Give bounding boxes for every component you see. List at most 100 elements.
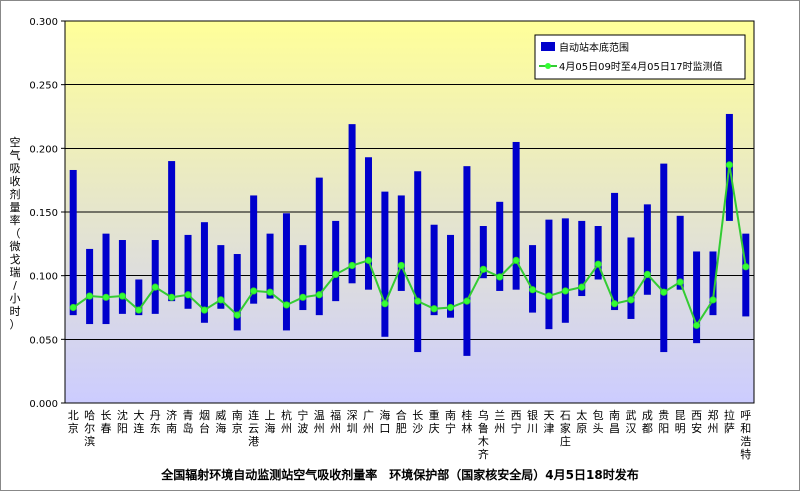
x-category-label: 上海 <box>265 409 276 435</box>
data-point <box>627 296 635 304</box>
x-category-label: 成都 <box>642 409 653 435</box>
y-axis-title: 空气吸收剂量率（微戈瑞/小时） <box>10 135 21 331</box>
x-category-label: 温州 <box>314 409 325 435</box>
range-bar <box>102 233 110 325</box>
gridlines <box>65 84 754 340</box>
x-category-label: 宁波 <box>297 408 308 435</box>
x-category-label: 乌鲁木齐 <box>478 408 489 461</box>
y-tick-label: 0.300 <box>29 17 58 28</box>
data-point <box>725 161 733 169</box>
data-point <box>184 291 192 299</box>
x-category-label: 呼和浩特 <box>740 409 751 461</box>
range-bar <box>463 166 471 356</box>
y-tick-label: 0.000 <box>29 399 58 410</box>
x-category-label: 大连 <box>133 408 144 435</box>
x-category-label: 郑州 <box>707 408 718 435</box>
x-category-label: 拉萨 <box>724 408 735 435</box>
data-point <box>660 288 668 296</box>
data-point <box>348 261 356 270</box>
range-bar <box>184 234 192 309</box>
data-point <box>594 260 602 268</box>
range-bar <box>643 204 651 295</box>
range-bar <box>250 195 258 304</box>
range-bar <box>364 157 372 290</box>
x-category-label: 沈阳 <box>117 408 128 435</box>
x-category-label: 桂林 <box>461 408 472 435</box>
range-bar <box>479 226 487 279</box>
data-point <box>676 278 684 286</box>
range-bar <box>332 220 340 302</box>
data-point <box>86 292 94 300</box>
x-category-label: 兰州 <box>494 409 505 435</box>
data-point <box>709 296 717 304</box>
x-category-label: 合肥 <box>396 408 407 435</box>
data-point <box>692 321 701 329</box>
data-point <box>118 292 127 300</box>
range-bar <box>315 177 323 316</box>
x-category-label: 深圳 <box>347 409 358 435</box>
x-category-label: 济南 <box>166 408 177 435</box>
x-axis-labels: 北京哈尔滨长春沈阳大连丹东济南青岛烟台威海南京连云港上海杭州宁波温州福州深圳广州… <box>68 408 752 461</box>
legend-box <box>534 34 746 80</box>
data-point <box>102 293 110 301</box>
range-bar <box>397 195 405 291</box>
x-category-label: 烟台 <box>199 408 210 435</box>
x-category-label: 哈尔滨 <box>84 409 95 448</box>
x-category-label: 长沙 <box>412 409 423 435</box>
x-category-label: 长春 <box>101 409 112 435</box>
range-bar <box>611 192 619 311</box>
y-axis-label: 空气吸收剂量率（微戈瑞/小时） <box>10 135 21 331</box>
data-point <box>430 305 438 313</box>
x-category-label: 银川 <box>527 408 538 435</box>
range-bar <box>266 233 274 299</box>
data-point <box>266 288 274 296</box>
range-bar <box>676 215 684 290</box>
legend-label-measured: 4月05日09时至4月05日17时监测值 <box>559 60 723 73</box>
y-axis-ticks: 0.000 0.050 0.100 0.150 0.200 0.250 0.300 <box>29 17 65 410</box>
data-point <box>496 273 504 281</box>
data-point <box>381 300 389 308</box>
y-tick-label: 0.050 <box>29 335 58 346</box>
x-category-label: 武汉 <box>625 409 636 435</box>
x-category-label: 包头 <box>593 409 604 435</box>
data-point <box>742 263 750 271</box>
data-point <box>200 306 209 314</box>
range-bar <box>742 233 750 317</box>
x-category-label: 石家庄 <box>560 409 571 448</box>
data-point <box>69 303 77 312</box>
x-category-label: 福州 <box>330 408 341 435</box>
range-bar <box>496 201 504 291</box>
y-tick-label: 0.200 <box>29 144 58 155</box>
data-point <box>610 300 619 308</box>
x-category-label: 海口 <box>379 408 390 435</box>
range-bar <box>660 163 668 353</box>
data-point <box>315 291 323 299</box>
data-point <box>545 292 553 300</box>
x-category-label: 丹东 <box>150 409 161 435</box>
x-category-label: 杭州 <box>281 408 292 435</box>
range-bar <box>217 245 225 309</box>
x-category-label: 重庆 <box>429 408 440 435</box>
data-point <box>528 286 537 294</box>
data-point <box>578 283 586 291</box>
x-category-label: 南京 <box>232 409 243 435</box>
range-bar <box>594 226 602 280</box>
x-category-label: 昆明 <box>675 409 686 435</box>
x-category-label: 天津 <box>543 409 554 435</box>
range-bar <box>135 279 143 316</box>
data-point <box>299 293 307 301</box>
range-bar <box>512 141 520 290</box>
data-point <box>561 287 569 295</box>
measurement-line <box>69 161 750 329</box>
range-bar <box>168 161 176 302</box>
legend-label-range: 自动站本底范围 <box>559 41 629 54</box>
legend-bar-swatch <box>541 42 555 51</box>
data-point <box>446 303 455 312</box>
data-point <box>643 270 651 278</box>
data-point <box>512 256 520 264</box>
x-category-label: 太原 <box>576 409 587 435</box>
data-point <box>282 301 291 309</box>
x-category-label: 广州 <box>363 409 374 435</box>
